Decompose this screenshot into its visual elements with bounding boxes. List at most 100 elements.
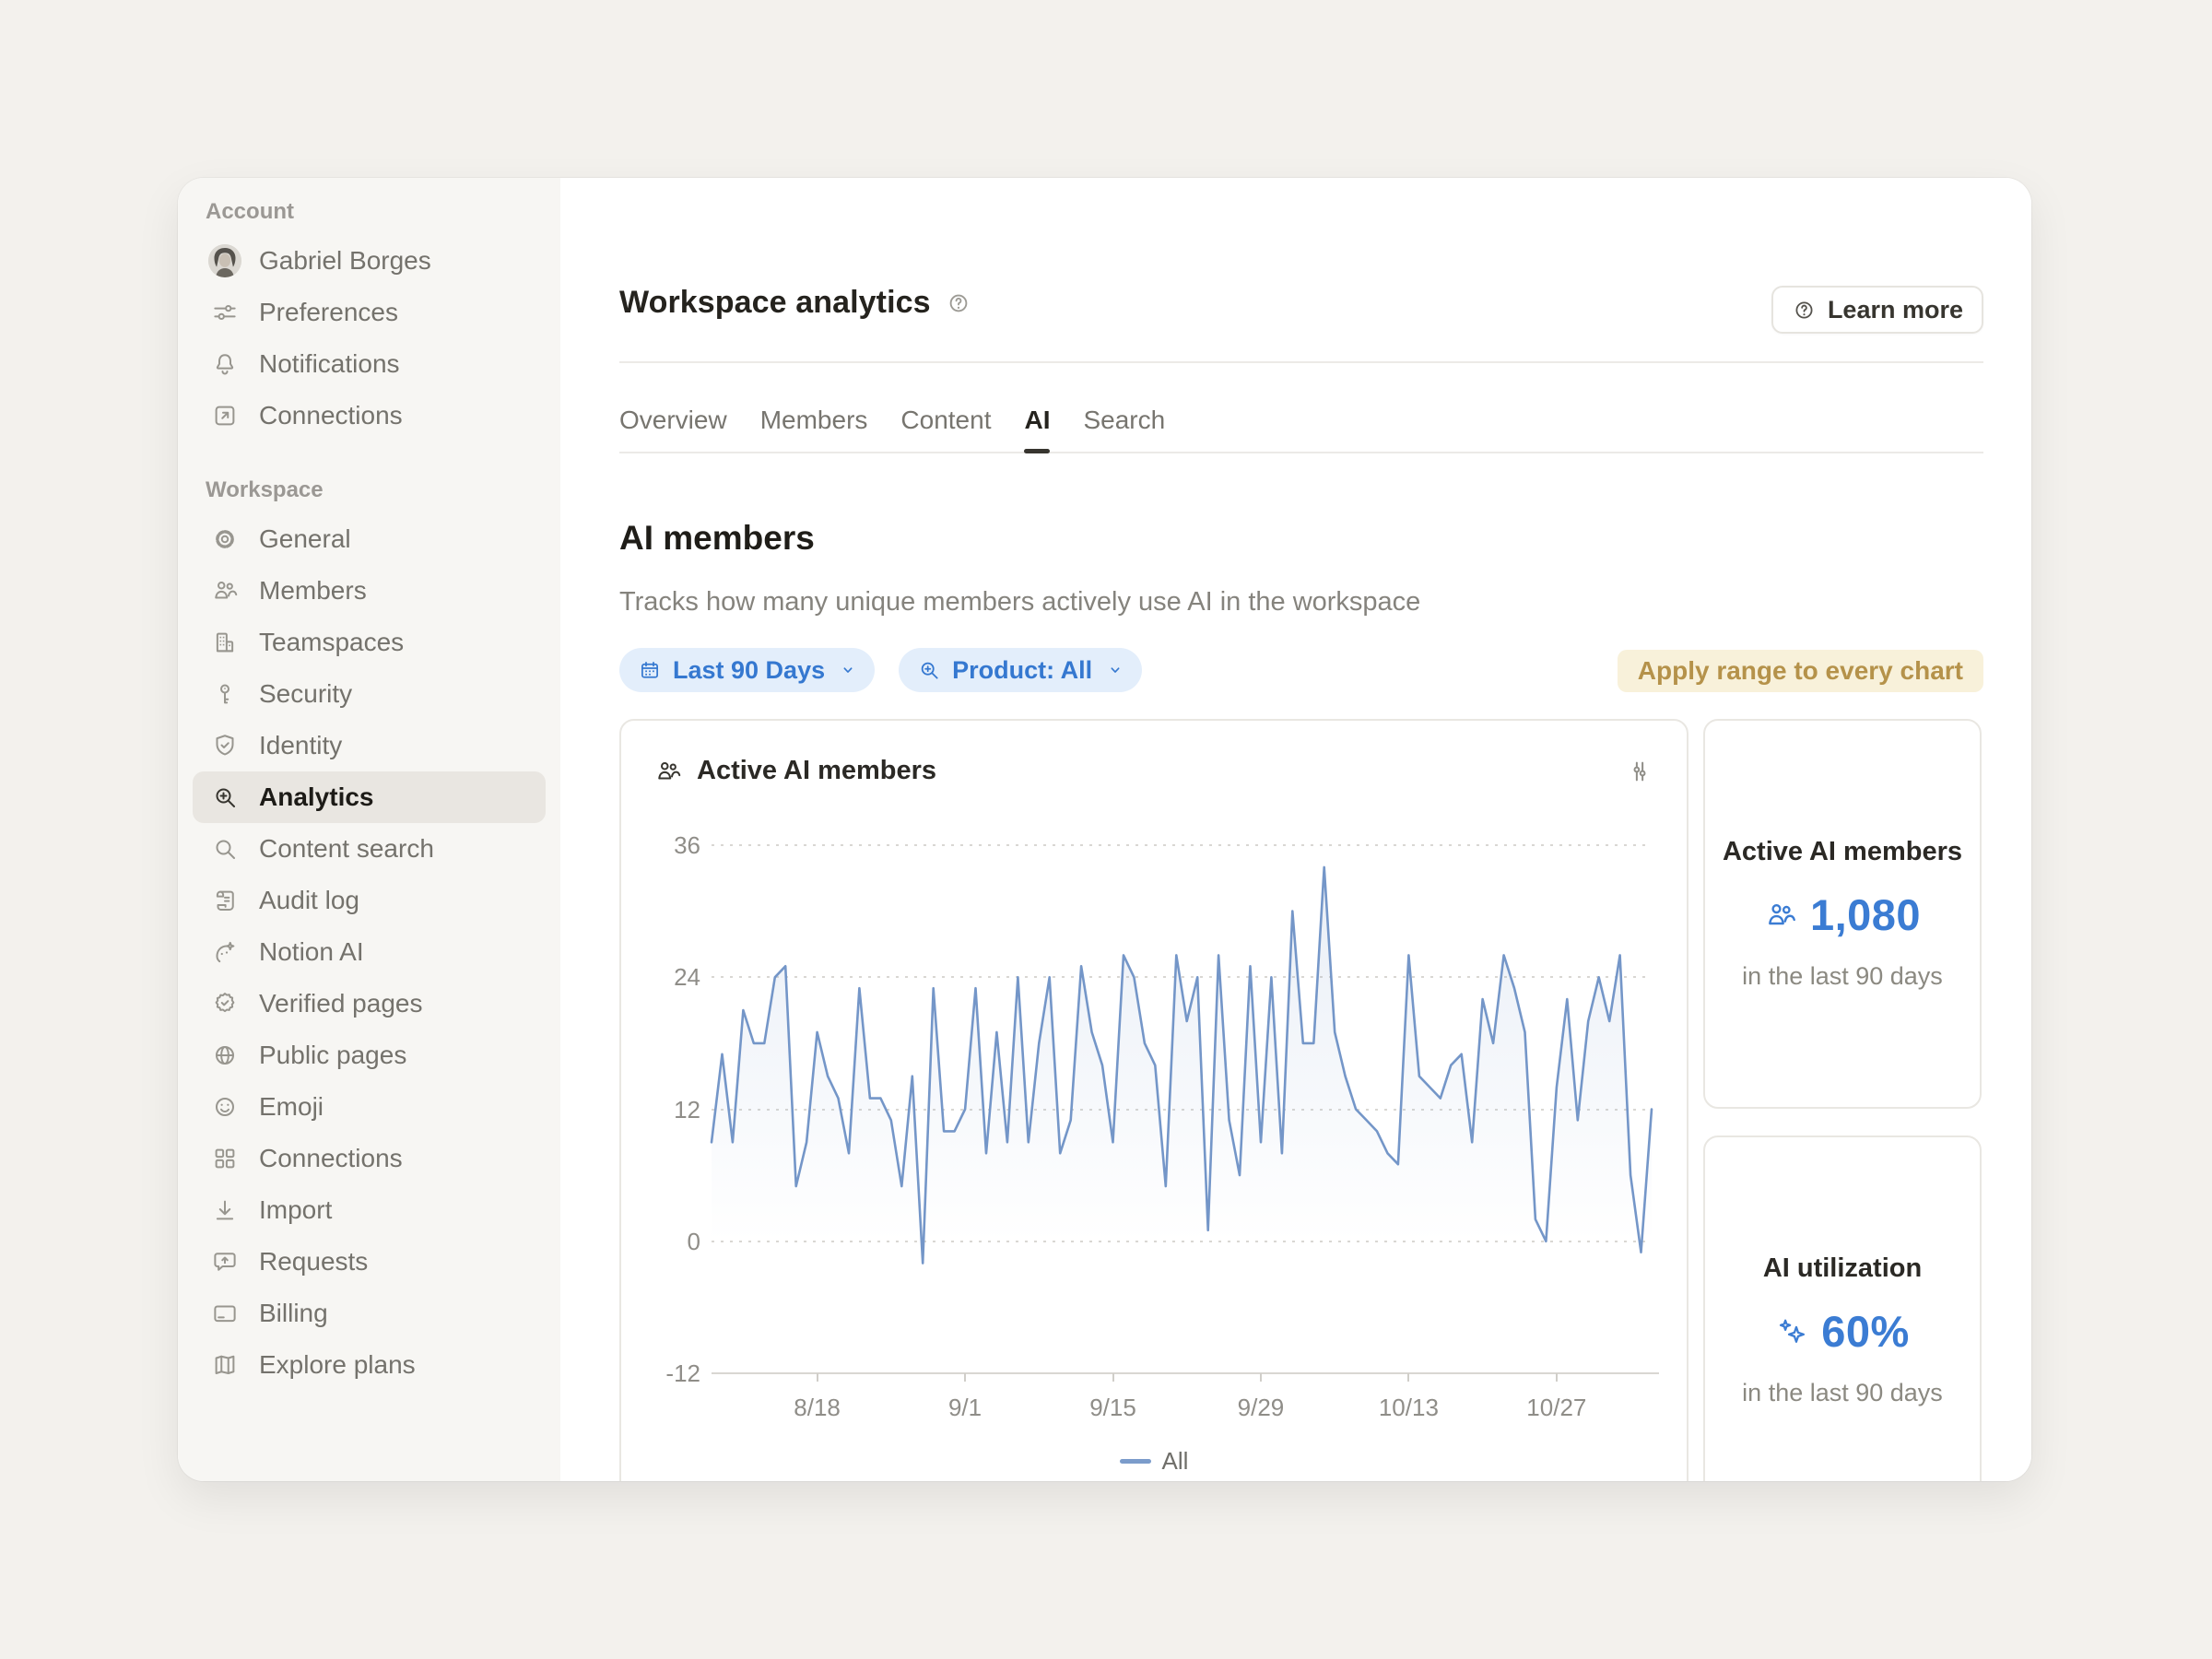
y-tick-label: -12	[665, 1359, 700, 1387]
kpi-card-active-ai-members: Active AI members 1,080 in the last 90 d…	[1703, 719, 1982, 1109]
filters-row: Last 90 Days Product: All	[619, 648, 1143, 692]
legend-label: All	[1161, 1447, 1189, 1475]
kpi-value-row: 60%	[1775, 1306, 1910, 1357]
sidebar-item-label: Public pages	[259, 1041, 407, 1069]
help-icon[interactable]	[946, 290, 971, 316]
sidebar-item-content-search[interactable]: Content search	[193, 823, 546, 875]
tabs: Overview Members Content AI Search	[619, 361, 1983, 453]
y-tick-label: 0	[687, 1227, 700, 1255]
kpi-title: Active AI members	[1722, 837, 1963, 866]
sidebar-item-general[interactable]: General	[193, 513, 546, 565]
chart-legend: All	[621, 1447, 1687, 1476]
x-tick-label: 9/1	[947, 1394, 982, 1421]
sidebar-item-analytics[interactable]: Analytics	[193, 771, 546, 823]
tab-overview[interactable]: Overview	[619, 406, 727, 434]
sidebar-item-emoji[interactable]: Emoji	[193, 1081, 546, 1133]
sidebar-item-audit-log[interactable]: Audit log	[193, 875, 546, 926]
sidebar-item-connections-account[interactable]: Connections	[193, 390, 546, 441]
page-title-row: Workspace analytics	[619, 285, 971, 321]
gear-icon	[211, 525, 239, 553]
tab-ai[interactable]: AI	[1024, 406, 1051, 453]
x-tick-label: 9/29	[1237, 1394, 1285, 1421]
sidebar-item-label: Analytics	[259, 782, 374, 811]
sidebar-item-label: Notion AI	[259, 937, 364, 966]
sidebar-item-label: Audit log	[259, 886, 359, 914]
line-chart	[710, 865, 1653, 1265]
people-icon	[211, 577, 239, 605]
sidebar-item-label: Preferences	[259, 298, 398, 326]
shield-check-icon	[211, 732, 239, 759]
x-axis: 8/18 9/1 9/15 9/29 10/13 10/27	[712, 1373, 1652, 1447]
kpi-value: 1,080	[1809, 890, 1922, 939]
sidebar-item-security[interactable]: Security	[193, 668, 546, 720]
kpi-value: 60%	[1821, 1307, 1910, 1356]
apply-range-label: Apply range to every chart	[1637, 656, 1963, 685]
sidebar-item-label: Members	[259, 576, 367, 605]
tab-search[interactable]: Search	[1083, 406, 1166, 434]
section-heading: AI members	[619, 519, 815, 557]
chart-options-icon[interactable]	[1626, 758, 1653, 785]
x-tick-mark	[964, 1373, 967, 1382]
sidebar-item-label: Import	[259, 1195, 333, 1224]
sidebar-item-billing[interactable]: Billing	[193, 1288, 546, 1339]
sidebar-item-label: Requests	[259, 1247, 369, 1276]
sidebar-item-profile[interactable]: Gabriel Borges	[193, 235, 546, 287]
question-circle-icon	[1792, 298, 1817, 323]
apply-range-button[interactable]: Apply range to every chart	[1617, 650, 1983, 692]
people-icon	[1764, 899, 1797, 932]
globe-icon	[211, 1041, 239, 1069]
bell-icon	[211, 350, 239, 378]
line-path	[710, 865, 1653, 1265]
sidebar: Account Gabriel Borges Preferences Notifica…	[178, 178, 560, 1481]
y-axis-labels: 36 24 12 0 -12	[634, 721, 700, 1481]
x-tick-label: 9/15	[1089, 1394, 1136, 1421]
x-tick-mark	[1407, 1373, 1410, 1382]
kpi-caption: in the last 90 days	[1742, 1379, 1943, 1406]
chevron-down-icon	[838, 660, 858, 680]
grid-icon	[211, 1145, 239, 1172]
avatar	[208, 244, 241, 277]
tab-content[interactable]: Content	[900, 406, 992, 434]
x-tick-mark	[816, 1373, 818, 1382]
section-description: Tracks how many unique members actively …	[619, 587, 1421, 617]
sidebar-item-notion-ai[interactable]: Notion AI	[193, 926, 546, 978]
tab-members[interactable]: Members	[759, 406, 868, 434]
sidebar-item-import[interactable]: Import	[193, 1184, 546, 1236]
sidebar-item-label: Identity	[259, 731, 343, 759]
sidebar-item-members[interactable]: Members	[193, 565, 546, 617]
kpi-caption: in the last 90 days	[1742, 962, 1943, 990]
x-tick-label: 10/27	[1526, 1394, 1587, 1421]
chevron-down-icon	[1105, 660, 1125, 680]
x-tick-label: 10/13	[1378, 1394, 1439, 1421]
sidebar-item-label: General	[259, 524, 351, 553]
learn-more-button[interactable]: Learn more	[1771, 286, 1983, 334]
sidebar-section-label: Workspace	[206, 477, 324, 502]
product-filter[interactable]: Product: All	[899, 648, 1143, 692]
sidebar-item-verified-pages[interactable]: Verified pages	[193, 978, 546, 1030]
y-tick-label: 36	[674, 831, 700, 859]
product-filter-label: Product: All	[952, 655, 1093, 684]
smiley-icon	[211, 1093, 239, 1121]
sidebar-item-label: Teamspaces	[259, 628, 405, 656]
page-title: Workspace analytics	[619, 285, 931, 320]
scroll-icon	[211, 887, 239, 914]
sidebar-item-requests[interactable]: Requests	[193, 1236, 546, 1288]
date-range-filter[interactable]: Last 90 Days	[619, 648, 876, 692]
key-icon	[211, 680, 239, 708]
sidebar-item-preferences[interactable]: Preferences	[193, 287, 546, 338]
sidebar-item-identity[interactable]: Identity	[193, 720, 546, 771]
sidebar-item-explore-plans[interactable]: Explore plans	[193, 1339, 546, 1391]
arrow-up-right-icon	[211, 402, 239, 429]
sliders-icon	[211, 299, 239, 326]
calendar-icon	[638, 658, 662, 682]
sidebar-item-label: Security	[259, 679, 353, 708]
x-tick-label: 8/18	[794, 1394, 841, 1421]
sidebar-item-public-pages[interactable]: Public pages	[193, 1030, 546, 1081]
magnifier-plus-icon	[917, 658, 941, 682]
sidebar-item-label: Connections	[259, 401, 403, 429]
settings-window: Account Gabriel Borges Preferences Notifica…	[178, 178, 2031, 1481]
sidebar-item-notifications[interactable]: Notifications	[193, 338, 546, 390]
sidebar-item-teamspaces[interactable]: Teamspaces	[193, 617, 546, 668]
sidebar-item-connections[interactable]: Connections	[193, 1133, 546, 1184]
